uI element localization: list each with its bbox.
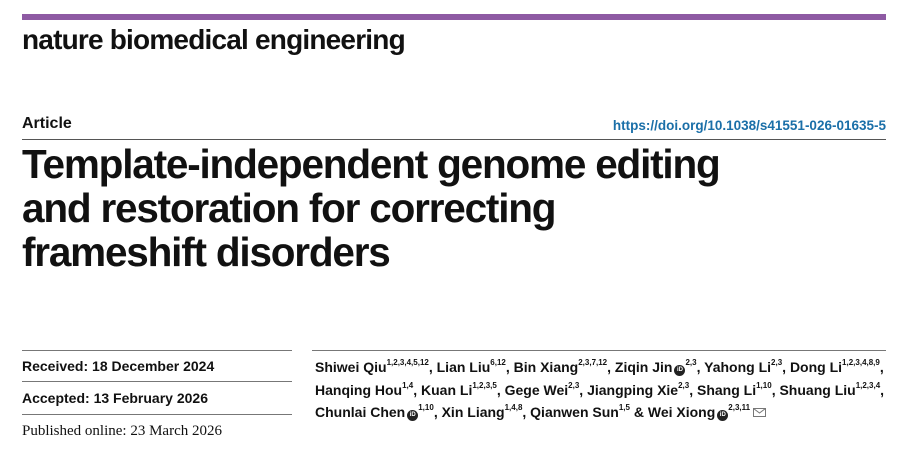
- received-date: Received: 18 December 2024: [22, 358, 215, 374]
- author-name[interactable]: Dong Li: [789, 359, 843, 375]
- author[interactable]: Lian Liu6,12: [437, 359, 506, 375]
- author[interactable]: Chunlai Chen iD1,10: [315, 403, 434, 421]
- author-separator: ,: [522, 404, 531, 420]
- author[interactable]: Yahong Li2,3: [704, 359, 782, 375]
- affiliation-superscript[interactable]: 1,2,3,4,8,9: [842, 358, 880, 368]
- author[interactable]: Wei Xiong iD2,3,11: [647, 403, 767, 421]
- title-line: and restoration for correcting: [22, 185, 557, 231]
- author-name[interactable]: Yahong Li: [704, 359, 772, 375]
- author-name[interactable]: Qianwen Sun: [530, 404, 619, 420]
- affiliation-superscript[interactable]: 1,2,3,4,5,12: [386, 358, 429, 368]
- author-separator: ,: [428, 359, 437, 375]
- author-separator: ,: [579, 381, 588, 398]
- affiliation-superscript[interactable]: 2,3: [568, 380, 580, 390]
- author-name[interactable]: Lian Liu: [436, 359, 491, 375]
- author[interactable]: Jiangping Xie2,3: [587, 380, 690, 398]
- affiliation-superscript[interactable]: 1,5: [618, 403, 630, 413]
- author-name[interactable]: Shiwei Qiu: [315, 359, 387, 375]
- author-list: Shiwei Qiu1,2,3,4,5,12, Lian Liu6,12, Bi…: [315, 356, 887, 424]
- author-name[interactable]: Xin Liang: [441, 404, 505, 420]
- author-separator: ,: [505, 359, 514, 375]
- article-title: Template-independent genome editing and …: [22, 142, 882, 274]
- orcid-icon[interactable]: iD: [717, 410, 729, 421]
- orcid-icon[interactable]: iD: [407, 410, 419, 421]
- author[interactable]: Bin Xiang2,3,7,12: [514, 359, 607, 375]
- affiliation-superscript[interactable]: 2,3,7,12: [578, 358, 608, 368]
- affiliation-superscript[interactable]: 2,3: [678, 380, 690, 390]
- author[interactable]: Xin Liang1,4,8: [442, 404, 523, 420]
- author-name[interactable]: Hanqing Hou: [315, 381, 403, 398]
- author-separator: ,: [413, 381, 422, 398]
- journal-name[interactable]: nature biomedical engineering: [22, 24, 406, 55]
- author[interactable]: Shang Li1,10: [696, 380, 772, 398]
- author[interactable]: Gege Wei2,3: [504, 380, 580, 398]
- affiliation-superscript[interactable]: 1,4: [402, 380, 414, 390]
- author[interactable]: Shiwei Qiu1,2,3,4,5,12: [315, 359, 429, 375]
- author-name[interactable]: Kuan Li: [421, 381, 473, 398]
- author[interactable]: Dong Li1,2,3,4,8,9: [790, 359, 880, 375]
- affiliation-superscript[interactable]: 1,10: [756, 380, 772, 390]
- accepted-date: Accepted: 13 February 2026: [22, 390, 208, 406]
- affiliation-superscript[interactable]: 2,3: [685, 358, 697, 368]
- author[interactable]: Hanqing Hou1,4: [315, 380, 414, 398]
- affiliation-superscript[interactable]: 1,2,3,4: [855, 380, 881, 390]
- dates-divider: [22, 350, 292, 351]
- journal-color-bar: [22, 14, 886, 20]
- author-separator: ,: [689, 381, 697, 398]
- author-separator: ,: [880, 381, 885, 398]
- author-name[interactable]: Chunlai Chen: [315, 404, 406, 420]
- author[interactable]: Kuan Li1,2,3,5: [421, 380, 497, 398]
- author-separator: ,: [771, 381, 780, 398]
- author[interactable]: Ziqin Jin iD2,3: [614, 358, 697, 376]
- author-name[interactable]: Shang Li: [696, 381, 757, 398]
- affiliation-superscript[interactable]: 2,3,11: [728, 403, 751, 413]
- author-separator: ,: [433, 404, 442, 420]
- author-separator: ,: [496, 381, 505, 398]
- author-separator: ,: [607, 359, 615, 375]
- author-separator: ,: [782, 359, 790, 375]
- dates-divider: [22, 381, 292, 382]
- author-name[interactable]: Ziqin Jin: [614, 359, 673, 375]
- authors-divider: [312, 350, 886, 351]
- orcid-icon[interactable]: iD: [674, 365, 686, 376]
- author-name[interactable]: Wei Xiong: [647, 404, 716, 420]
- dates-divider: [22, 414, 292, 415]
- affiliation-superscript[interactable]: 1,2,3,5: [472, 380, 497, 390]
- doi-link[interactable]: https://doi.org/10.1038/s41551-026-01635…: [612, 118, 886, 133]
- author-separator: &: [629, 404, 648, 420]
- author-separator: ,: [696, 359, 705, 375]
- author[interactable]: Shuang Liu1,2,3,4: [779, 380, 881, 398]
- envelope-icon[interactable]: [753, 408, 767, 417]
- article-type: Article: [22, 115, 72, 132]
- author-name[interactable]: Gege Wei: [504, 381, 569, 398]
- title-line: Template-independent genome editing: [22, 141, 721, 187]
- affiliation-superscript[interactable]: 2,3: [771, 358, 783, 368]
- header-divider: [22, 139, 886, 140]
- author-name[interactable]: Shuang Liu: [779, 381, 856, 398]
- author-name[interactable]: Bin Xiang: [513, 359, 579, 375]
- published-date: Published online: 23 March 2026: [22, 423, 222, 439]
- affiliation-superscript[interactable]: 1,10: [418, 403, 434, 413]
- author-separator: ,: [879, 359, 884, 375]
- author[interactable]: Qianwen Sun1,5: [530, 404, 630, 420]
- title-line: frameshift disorders: [22, 229, 391, 275]
- author-name[interactable]: Jiangping Xie: [587, 381, 679, 398]
- affiliation-superscript[interactable]: 6,12: [490, 358, 506, 368]
- affiliation-superscript[interactable]: 1,4,8: [504, 403, 523, 413]
